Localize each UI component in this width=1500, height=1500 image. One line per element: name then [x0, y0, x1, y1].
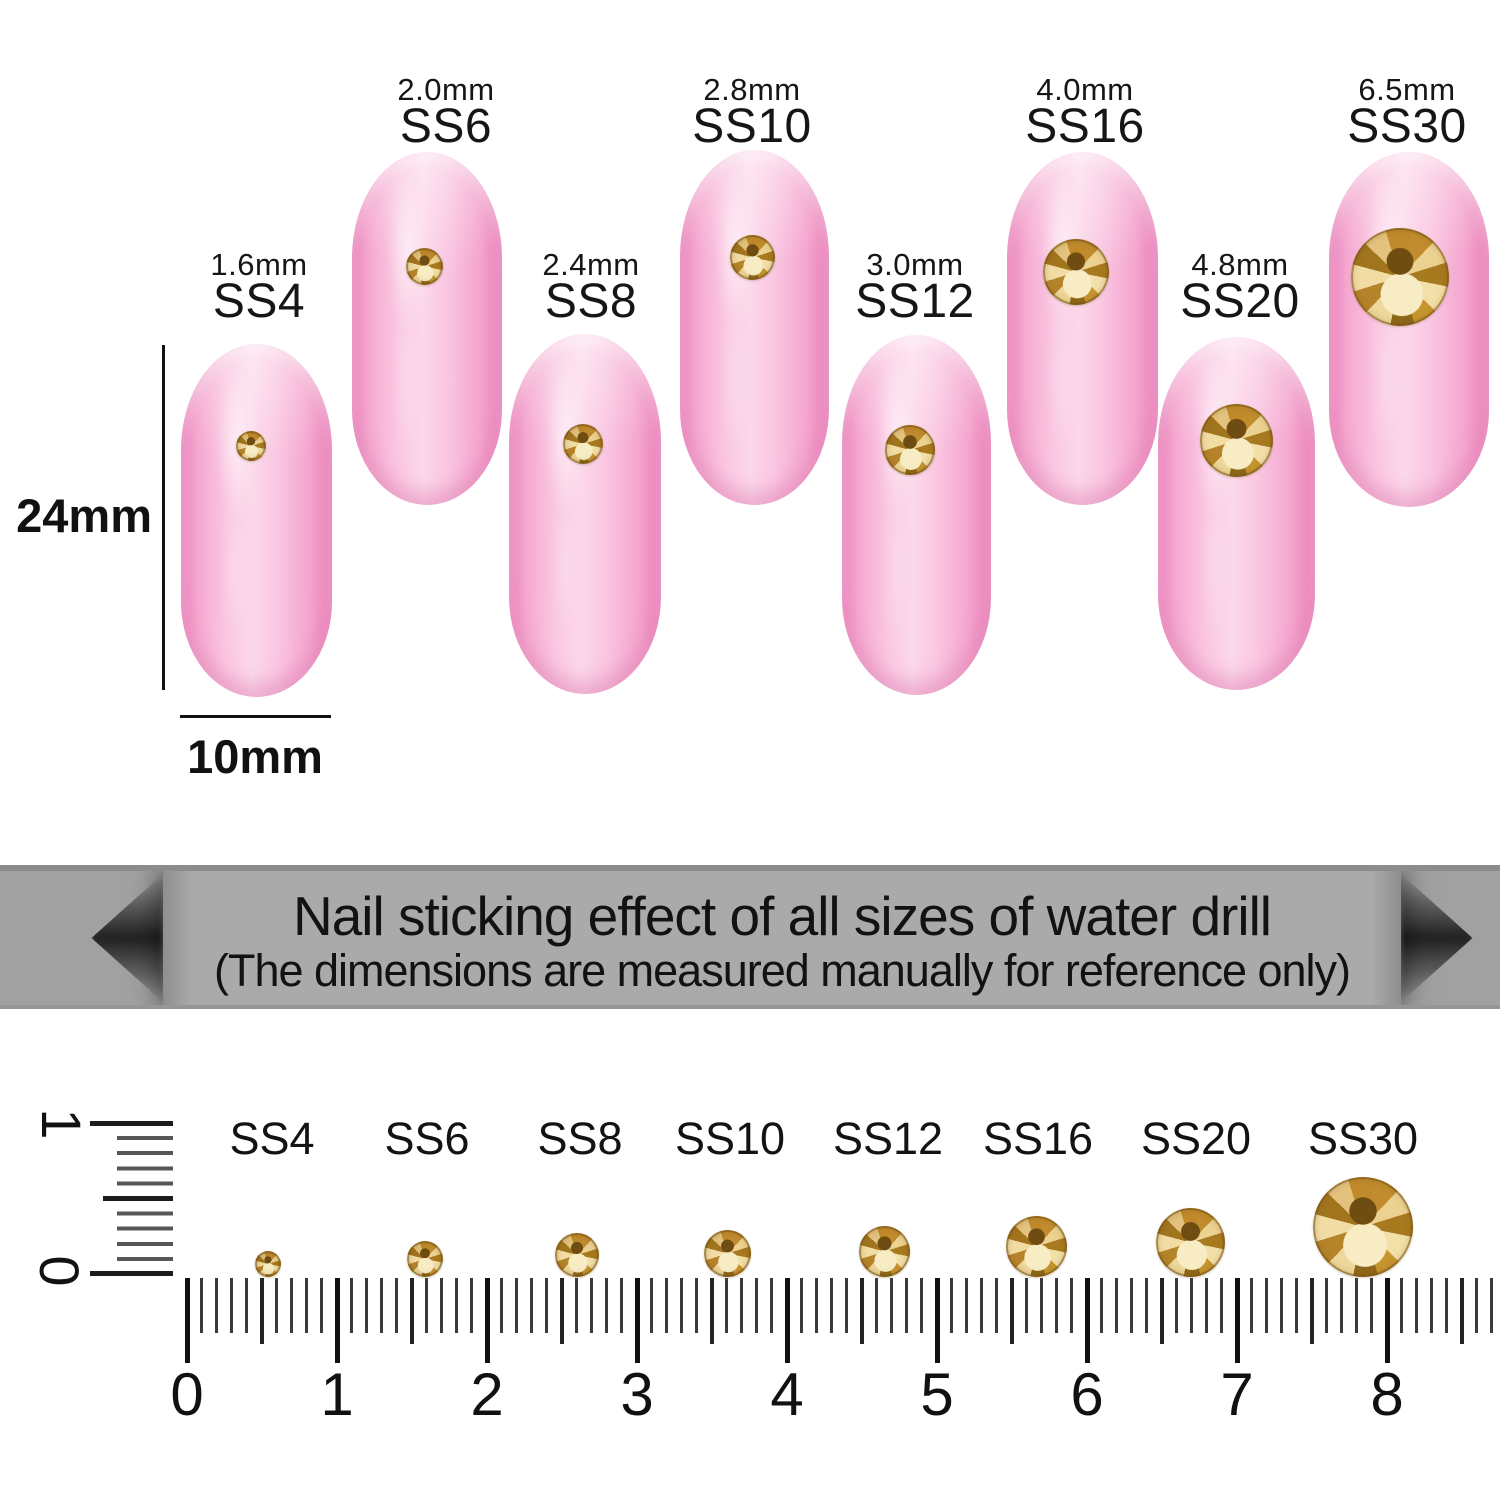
- nail-photo-ss16: [1007, 152, 1158, 505]
- banner-subtitle: (The dimensions are measured manually fo…: [213, 945, 1351, 996]
- banner-text-block: Nail sticking effect of all sizes of wat…: [163, 871, 1401, 1005]
- ruler-rhinestone-ss4-icon: [255, 1251, 281, 1277]
- vertical-ruler-major-tick-top: [90, 1121, 173, 1126]
- label-diameter-ss4: 1.6mm: [210, 247, 308, 282]
- ruler-rhinestone-ss12-icon: [859, 1226, 910, 1277]
- label-diameter-ss6: 2.0mm: [397, 72, 495, 107]
- vertical-ruler-number-0: 0: [28, 1255, 91, 1287]
- ruler-number-4: 4: [770, 1361, 804, 1428]
- ruler-size-label-ss20: SS20: [1140, 1113, 1252, 1164]
- label-diameter-ss8: 2.4mm: [542, 247, 640, 282]
- ribbon-fold-right-icon: [1400, 873, 1473, 1003]
- ribbon-fold-left-icon: [91, 873, 164, 1003]
- label-size-ss16: SS16: [1025, 100, 1145, 153]
- label-nail-length: 24mm: [16, 489, 152, 542]
- vertical-ruler-mid-tick: [103, 1196, 173, 1201]
- ruler-number-7: 7: [1220, 1361, 1254, 1428]
- ruler-rhinestone-ss8-icon: [555, 1233, 599, 1277]
- rhinestone-ss4-icon: [236, 431, 266, 461]
- ribbon-banner: Nail sticking effect of all sizes of wat…: [0, 865, 1500, 1009]
- ruler-number-3: 3: [620, 1361, 654, 1428]
- nail-photo-ss12: [842, 335, 991, 695]
- label-diameter-ss30: 6.5mm: [1358, 72, 1456, 107]
- nail-photo-ss6: [352, 152, 502, 505]
- ruler-size-label-ss16: SS16: [982, 1113, 1094, 1164]
- ruler-rhinestone-ss20-icon: [1156, 1208, 1225, 1277]
- ruler-size-label-ss4: SS4: [229, 1113, 315, 1164]
- ruler-number-8: 8: [1370, 1361, 1404, 1428]
- ruler-size-label-ss12: SS12: [832, 1113, 944, 1164]
- vertical-ruler-number-1: 1: [30, 1108, 93, 1140]
- ruler-size-label-ss10: SS10: [674, 1113, 786, 1164]
- ruler-number-2: 2: [470, 1361, 504, 1428]
- label-diameter-ss20: 4.8mm: [1191, 247, 1289, 282]
- label-size-ss30: SS30: [1347, 100, 1467, 153]
- nail-photo-ss10: [680, 150, 829, 505]
- label-size-ss6: SS6: [399, 100, 493, 153]
- nail-photo-ss20: [1158, 337, 1315, 690]
- vertical-ruler-major-tick-bottom: [90, 1271, 173, 1276]
- ribbon-face: [163, 871, 1401, 1005]
- ruler-size-label-ss30: SS30: [1307, 1113, 1419, 1164]
- rhinestone-ss8-icon: [563, 424, 603, 464]
- ruler-rhinestone-ss30-icon: [1313, 1177, 1413, 1277]
- rhinestone-ss16-icon: [1043, 239, 1109, 305]
- rhinestone-ss12-icon: [885, 425, 935, 475]
- label-diameter-ss16: 4.0mm: [1036, 72, 1134, 107]
- label-diameter-ss12: 3.0mm: [866, 247, 964, 282]
- nail-photo-ss8: [509, 334, 661, 694]
- width-measure-line: [180, 715, 331, 718]
- ruler-size-label-ss6: SS6: [384, 1113, 470, 1164]
- ruler-number-5: 5: [920, 1361, 954, 1428]
- rhinestone-ss30-icon: [1351, 228, 1449, 326]
- rhinestone-ss6-icon: [406, 248, 443, 285]
- label-size-ss8: SS8: [544, 275, 638, 328]
- label-size-ss20: SS20: [1180, 275, 1300, 328]
- ruler-rhinestone-ss6-icon: [407, 1241, 443, 1277]
- ruler-rhinestone-ss16-icon: [1006, 1216, 1067, 1277]
- ruler-number-1: 1: [320, 1361, 354, 1428]
- nail-photo-ss4: [181, 344, 332, 697]
- horizontal-ruler-major-ticks: [185, 1278, 1393, 1363]
- banner-title: Nail sticking effect of all sizes of wat…: [292, 885, 1272, 947]
- rhinestone-ss20-icon: [1200, 404, 1273, 477]
- nail-photo-ss30: [1329, 152, 1489, 507]
- label-size-ss12: SS12: [855, 275, 975, 328]
- label-size-ss4: SS4: [212, 275, 306, 328]
- label-nail-width: 10mm: [187, 730, 323, 783]
- ruler-size-label-ss8: SS8: [537, 1113, 623, 1164]
- ruler-rhinestone-ss10-icon: [704, 1230, 751, 1277]
- label-diameter-ss10: 2.8mm: [703, 72, 801, 107]
- ruler-number-0: 0: [170, 1361, 204, 1428]
- rhinestone-ss10-icon: [730, 235, 775, 280]
- length-measure-line: [162, 345, 165, 690]
- label-size-ss10: SS10: [692, 100, 812, 153]
- ruler-number-6: 6: [1070, 1361, 1104, 1428]
